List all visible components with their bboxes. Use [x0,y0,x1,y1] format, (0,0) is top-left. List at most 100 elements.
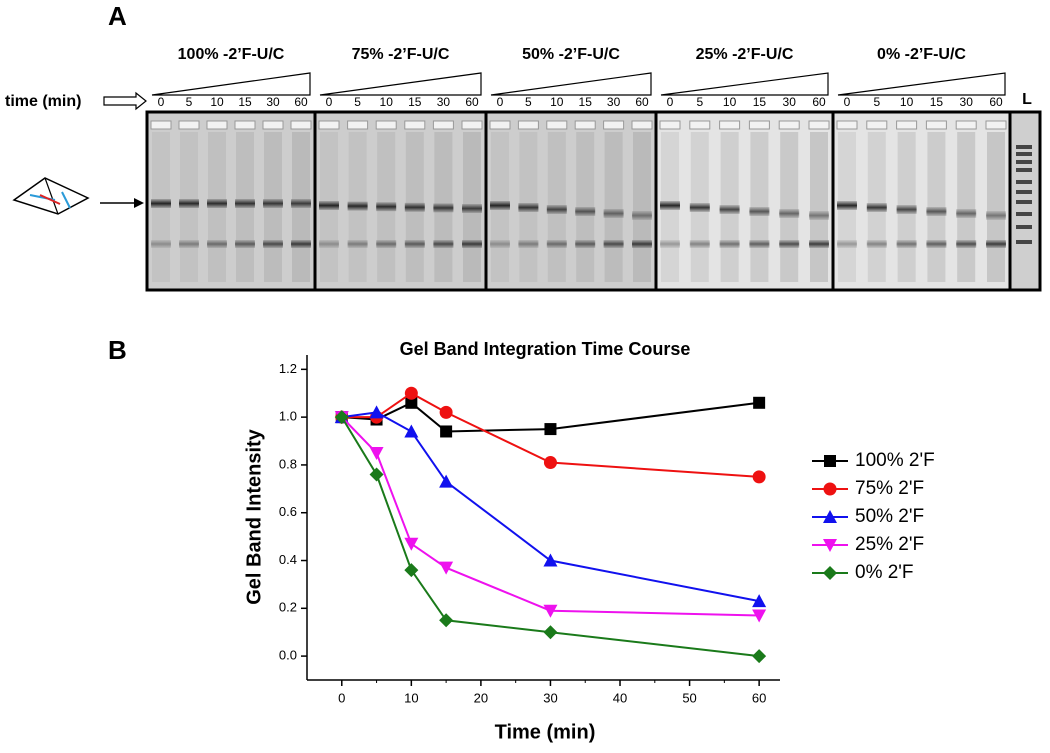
gel-band [896,205,917,214]
lane-label: 10 [900,95,914,109]
x-tick-label: 30 [543,690,557,705]
ladder-band [1016,180,1032,184]
gel-section [145,110,317,292]
x-tick-label: 20 [474,690,488,705]
marker [369,405,384,419]
gel-band [689,240,710,248]
lane-label: 15 [753,95,767,109]
gel-band [660,201,680,210]
time-wedge [660,72,829,96]
gel-band [263,240,283,248]
gel-band [490,240,510,248]
gel-well [955,120,977,130]
gel-well [836,120,858,130]
marker [439,405,453,419]
marker [439,561,454,575]
legend-label: 0% 2'F [855,562,914,583]
gel-band [291,199,311,208]
marker [405,396,418,409]
gel-well [432,120,454,130]
gel-band [376,202,397,212]
gel-band [719,240,740,248]
time-wedge [151,72,311,96]
gel-band [986,240,1006,248]
gel-well [178,120,200,130]
gel-band [546,205,567,214]
gel-well [925,120,947,130]
x-tick-label: 60 [752,690,766,705]
gel-band [689,203,710,212]
gel-well [896,120,918,130]
construct-icon [12,177,90,215]
series-line [341,416,760,617]
gel-band [837,201,857,210]
gel-band [376,240,397,248]
gel-band [404,202,425,212]
gel-well [546,120,568,130]
lane-label: 0 [326,95,333,109]
ladder-band [1016,225,1032,229]
legend-marker [823,566,837,580]
gel-band [207,199,227,208]
gel-band [866,240,887,248]
gel-band [866,203,887,212]
gel-band [263,199,283,208]
lane-label: 60 [812,95,826,109]
gel-well [262,120,284,130]
y-tick-label: 0.0 [279,648,297,663]
gel-section [831,110,1012,292]
gel-band [462,204,482,213]
lane-label: 15 [579,95,593,109]
lane-label: 0 [158,95,165,109]
lane-label: 5 [873,95,880,109]
gel-band [603,240,624,248]
gel-well [404,120,426,130]
gel-smear [957,132,976,282]
x-axis-label: Time (min) [495,721,596,743]
gel-band [779,209,800,218]
gel-well [603,120,625,130]
marker [404,563,419,578]
marker [543,553,558,567]
x-tick-label: 0 [338,690,345,705]
marker [752,609,767,623]
lane-label: 5 [525,95,532,109]
gel-band [603,209,624,218]
gel-well [778,120,800,130]
gel-well [689,120,711,130]
gel-band [319,201,339,210]
gel-well [206,120,228,130]
gel-smear [604,132,623,282]
gel-group-title: 100% -2’F-U/C [178,46,285,63]
gel-band [462,240,482,248]
gel-band [490,201,510,210]
x-tick-label: 10 [404,690,418,705]
series-line [341,411,760,603]
gel-well [631,120,653,130]
legend-label: 100% 2'F [855,450,935,471]
gel-group-title: 75% -2’F-U/C [352,46,450,63]
time-wedge [490,72,652,96]
gel-band [632,240,652,248]
legend-label: 50% 2'F [855,506,924,527]
gel-smear [810,132,828,282]
gel-band [433,203,454,213]
y-tick-label: 1.0 [279,409,297,424]
marker [369,446,384,460]
gel-well [719,120,741,130]
ladder-band [1016,168,1032,172]
gel-band [809,211,829,220]
gel-band [749,207,770,216]
gel-section [484,110,658,292]
lane-label: 60 [294,95,308,109]
y-tick-label: 0.6 [279,504,297,519]
gel-well [748,120,770,130]
lane-label: 0 [844,95,851,109]
gel-well [985,120,1007,130]
marker [439,474,454,488]
panel-label: A [108,1,127,31]
lane-label: 15 [408,95,422,109]
time-label: time (min) [5,93,81,110]
band-arrowhead [134,198,144,208]
ladder-band [1016,240,1032,244]
